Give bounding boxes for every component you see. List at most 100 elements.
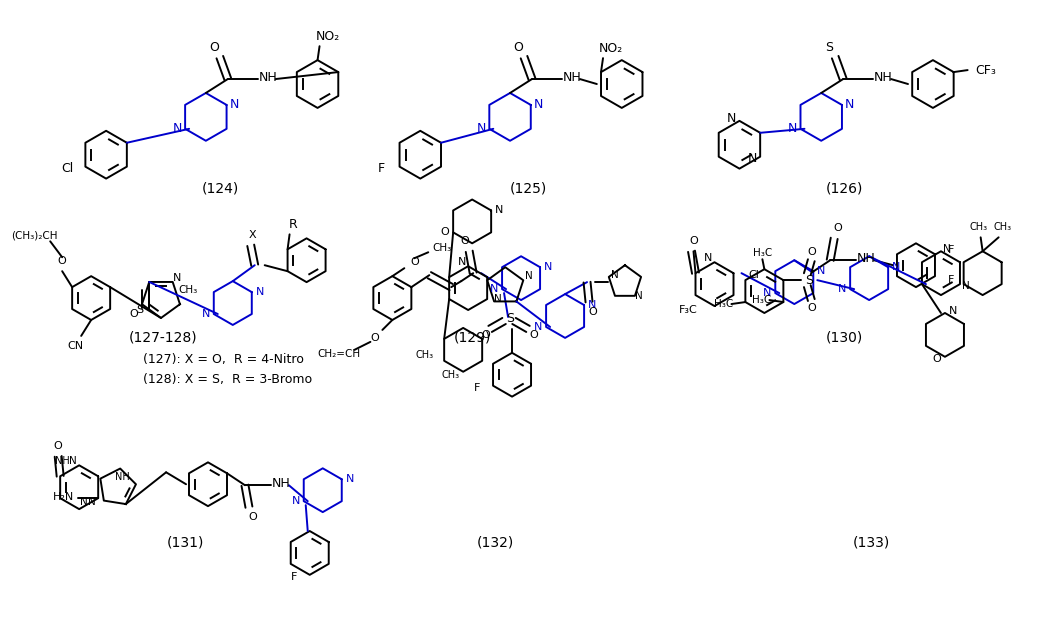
Text: N: N (588, 300, 597, 310)
Text: (131): (131) (168, 536, 204, 550)
Text: N: N (70, 456, 77, 466)
Text: NH: NH (258, 71, 277, 83)
Text: CH₃: CH₃ (970, 222, 988, 232)
Text: (CH₃)₂CH: (CH₃)₂CH (11, 230, 58, 240)
Text: O: O (54, 441, 62, 451)
Text: R: R (289, 218, 298, 231)
Text: S: S (506, 312, 514, 326)
Text: H₃C: H₃C (753, 249, 772, 259)
Text: X: X (249, 230, 256, 240)
Text: O: O (689, 237, 698, 246)
Text: N: N (173, 273, 181, 283)
Text: F: F (948, 245, 954, 255)
Text: N: N (787, 122, 797, 135)
Text: H₃C: H₃C (752, 295, 772, 305)
Text: F: F (291, 572, 297, 582)
Text: H₃C: H₃C (714, 299, 733, 309)
Text: N: N (611, 270, 619, 280)
Text: (127-128): (127-128) (129, 331, 197, 345)
Text: N: N (763, 288, 772, 298)
Text: N: N (490, 284, 499, 294)
Text: (127): X = O,  R = 4-Nitro: (127): X = O, R = 4-Nitro (143, 353, 304, 366)
Text: NH: NH (272, 477, 290, 490)
Text: N: N (544, 262, 552, 272)
Text: CF₃: CF₃ (975, 64, 996, 76)
Text: N: N (476, 122, 486, 135)
Text: NH: NH (563, 71, 581, 83)
Text: CN: CN (67, 341, 83, 351)
Text: NH: NH (857, 252, 876, 265)
Text: (129): (129) (453, 331, 491, 345)
Text: N: N (534, 322, 543, 332)
Text: N: N (80, 497, 89, 507)
Text: (132): (132) (476, 536, 513, 550)
Text: N: N (230, 98, 239, 111)
Text: CH₃: CH₃ (432, 244, 452, 254)
Text: N: N (494, 294, 502, 304)
Text: O: O (807, 303, 816, 313)
Text: CH₃: CH₃ (178, 285, 197, 295)
Text: N: N (704, 254, 713, 264)
Text: S: S (136, 305, 143, 316)
Text: O: O (834, 223, 842, 233)
Text: Cl: Cl (748, 270, 759, 280)
Text: F₃C: F₃C (679, 305, 698, 315)
Text: N: N (845, 98, 855, 111)
Text: N: N (949, 306, 957, 316)
Text: CH₃: CH₃ (441, 370, 460, 380)
Text: O: O (129, 309, 138, 319)
Text: N: N (458, 257, 466, 267)
Text: O: O (933, 354, 941, 364)
Text: N: N (255, 287, 264, 297)
Text: N: N (173, 122, 182, 135)
Text: NO₂: NO₂ (599, 42, 623, 54)
Text: O: O (410, 257, 418, 267)
Text: N: N (346, 475, 354, 485)
Text: N: N (292, 496, 300, 506)
Text: CH₃: CH₃ (415, 350, 433, 360)
Text: N: N (495, 205, 504, 215)
Text: N: N (635, 291, 643, 301)
Text: N: N (727, 112, 736, 125)
Text: O: O (370, 333, 378, 343)
Text: F: F (948, 275, 954, 285)
Text: F: F (378, 162, 385, 175)
Text: N: N (534, 98, 544, 111)
Text: S: S (805, 274, 814, 287)
Text: (125): (125) (509, 182, 547, 195)
Text: O: O (441, 227, 450, 237)
Text: N: N (525, 271, 533, 281)
Text: S: S (825, 41, 834, 54)
Text: N: N (747, 152, 757, 165)
Text: N: N (838, 284, 846, 294)
Text: H₂N: H₂N (53, 492, 74, 502)
Text: N: N (892, 262, 900, 272)
Text: (128): X = S,  R = 3-Bromo: (128): X = S, R = 3-Bromo (143, 373, 312, 386)
Text: O: O (482, 330, 490, 340)
Text: O: O (513, 41, 523, 54)
Text: NH: NH (55, 456, 70, 466)
Text: O: O (249, 512, 257, 522)
Text: (124): (124) (202, 182, 239, 195)
Text: O: O (588, 307, 598, 317)
Text: NH: NH (874, 71, 893, 83)
Text: O: O (807, 247, 816, 257)
Text: (130): (130) (825, 331, 863, 345)
Text: O: O (461, 237, 470, 246)
Text: CH₃: CH₃ (994, 222, 1012, 232)
Text: CH₂=CH: CH₂=CH (317, 349, 360, 359)
Text: N: N (943, 244, 951, 254)
Text: NH: NH (115, 471, 130, 481)
Text: (133): (133) (853, 536, 890, 550)
Text: Cl: Cl (61, 162, 74, 175)
Text: O: O (209, 41, 219, 54)
Text: N: N (89, 497, 96, 507)
Text: N: N (201, 309, 210, 319)
Text: F: F (474, 382, 481, 393)
Text: O: O (58, 256, 66, 266)
Text: N: N (817, 266, 825, 276)
Text: NO₂: NO₂ (315, 29, 339, 43)
Text: O: O (529, 330, 539, 340)
Text: (126): (126) (825, 182, 863, 195)
Text: N: N (962, 281, 970, 291)
